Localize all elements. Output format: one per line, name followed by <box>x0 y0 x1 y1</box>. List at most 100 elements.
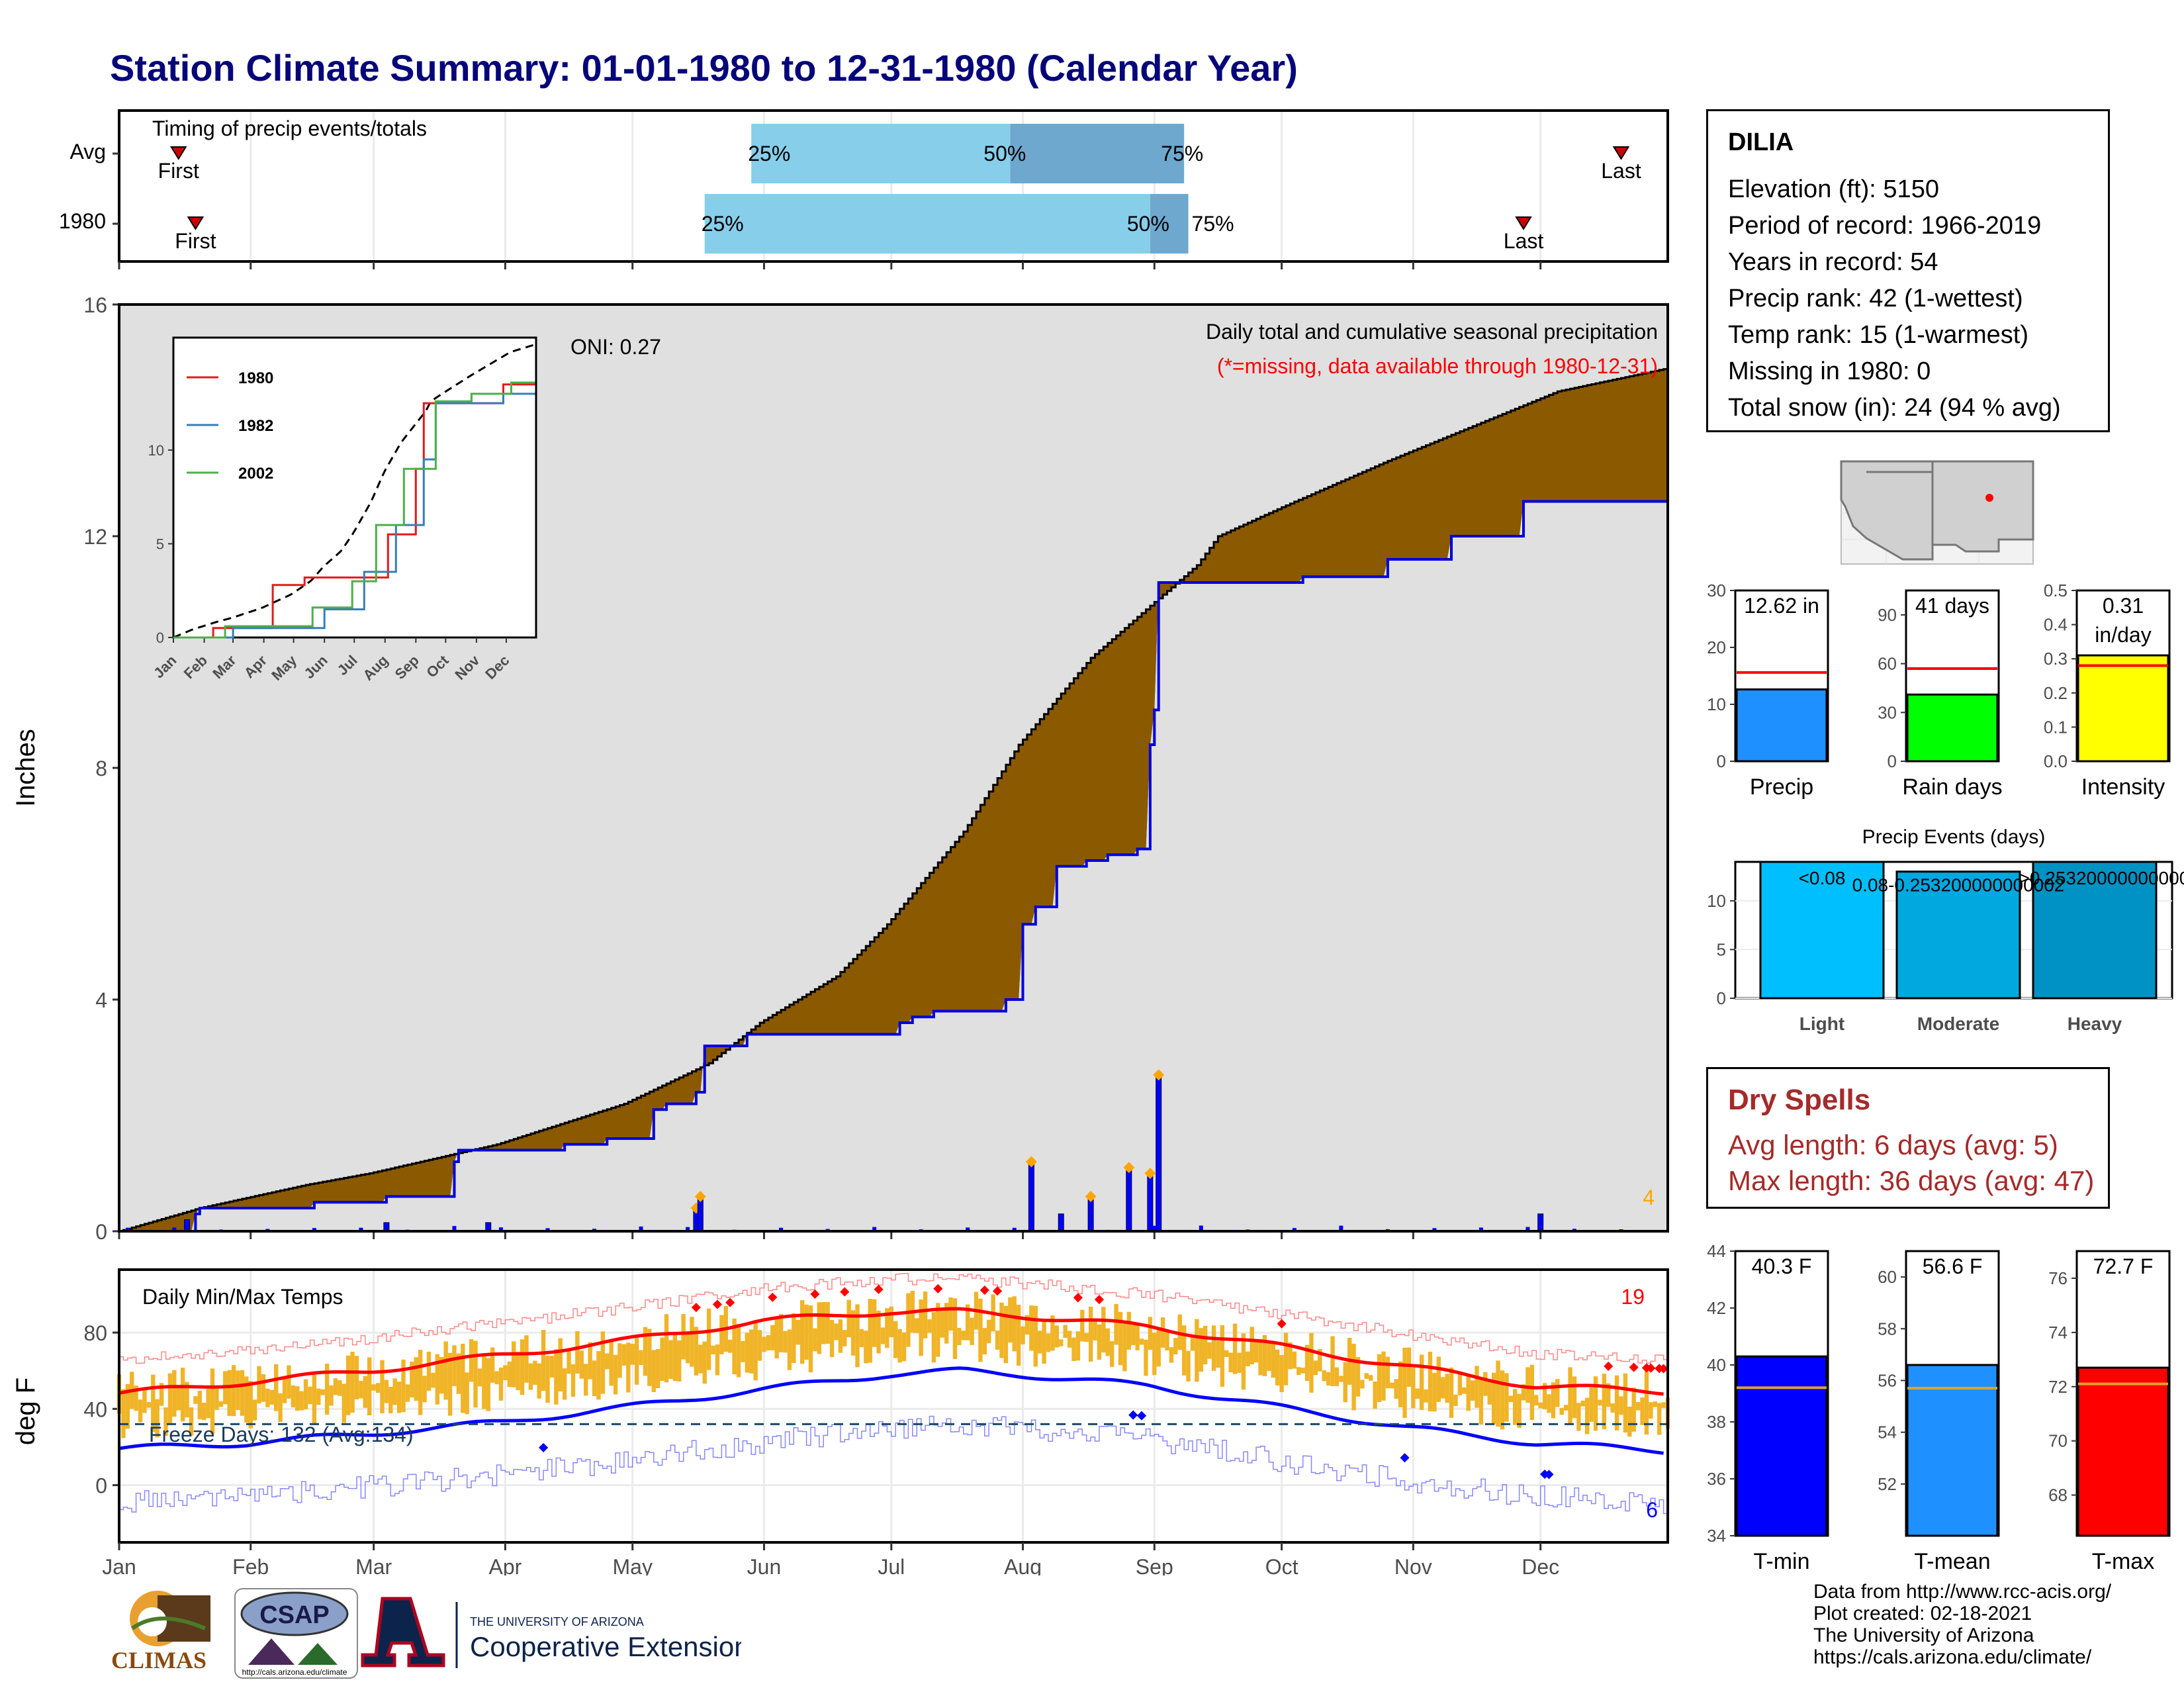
daily-temp-bar <box>1428 1352 1433 1412</box>
record-high-marker <box>1277 1319 1287 1329</box>
daily-temp-bar <box>1258 1338 1263 1376</box>
daily-temp-bar <box>1190 1335 1195 1351</box>
temp-y-tick-label: 80 <box>83 1321 107 1345</box>
daily-temp-bar <box>1093 1318 1097 1341</box>
daily-temp-bar <box>206 1389 210 1419</box>
daily-temp-bar <box>189 1407 194 1436</box>
daily-temp-bar <box>1203 1325 1208 1365</box>
daily-temp-bar <box>1584 1397 1590 1434</box>
daily-temp-bar <box>1080 1309 1085 1342</box>
daily-temp-bar <box>766 1335 771 1351</box>
timing-p50-label: 50% <box>983 142 1026 165</box>
daily-temp-bar <box>1402 1347 1407 1419</box>
daily-temp-bar <box>1300 1368 1305 1374</box>
temp-frame <box>118 1268 1669 1544</box>
csap-logo-text: CSAP <box>259 1601 330 1629</box>
daily-temp-bar <box>549 1356 555 1378</box>
cumulative-year-line <box>119 500 1668 1233</box>
events-range-label: 0.08-0.253200000000002 <box>1852 875 2065 896</box>
daily-temp-bar <box>197 1391 203 1420</box>
timing-p75-label: 75% <box>1192 212 1234 236</box>
daily-precip-bar <box>452 1226 457 1231</box>
record-low-marker <box>1128 1410 1138 1420</box>
daily-temp-bar <box>278 1393 283 1422</box>
station-info-line: Precip rank: 42 (1-wettest) <box>1728 285 2023 312</box>
climas-logo-text: CLIMAS <box>111 1647 206 1673</box>
inset-series-line <box>173 393 535 639</box>
daily-temp-bar <box>410 1361 414 1398</box>
ua-small-text: THE UNIVERSITY OF ARIZONA <box>470 1615 644 1628</box>
record-high-marker <box>768 1292 778 1302</box>
daily-temp-bar <box>859 1329 864 1348</box>
daily-temp-bar <box>1275 1349 1280 1385</box>
daily-temp-bar <box>533 1360 537 1385</box>
ua-big-text: Cooperative Extension <box>470 1631 741 1662</box>
month-axis-label: Nov <box>1394 1555 1432 1575</box>
daily-temp-bar <box>537 1363 541 1399</box>
daily-temp-bar <box>490 1347 495 1383</box>
daily-temp-bar <box>1614 1375 1619 1430</box>
daily-temp-bar <box>367 1357 372 1416</box>
logos: CLIMAS CSAP http://cals.arizona.edu/clim… <box>111 1588 741 1679</box>
precip-panel-title: Daily total and cumulative seasonal prec… <box>1206 320 1658 344</box>
climas-logo-mark <box>131 1617 206 1630</box>
daily-temp-bar <box>1262 1335 1267 1376</box>
daily-temp-bar <box>736 1324 741 1378</box>
daily-temp-bar <box>494 1371 499 1385</box>
mini-chart-y-tick-label: 10 <box>1707 694 1726 714</box>
daily-temp-bar <box>1118 1311 1123 1366</box>
daily-precip-bar <box>1058 1213 1064 1232</box>
daily-temp-bar <box>1003 1305 1009 1364</box>
mini-chart-bar <box>1906 693 1999 763</box>
daily-temp-bar <box>1029 1305 1034 1351</box>
csap-url: http://cals.arizona.edu/climate <box>242 1667 347 1677</box>
daily-temp-bar <box>1126 1311 1132 1350</box>
daily-temp-bar <box>1088 1306 1093 1362</box>
mini-chart-value: 56.6 F <box>1923 1254 1983 1278</box>
mini-chart-y-tick-label: 74 <box>2048 1323 2068 1342</box>
daily-precip-bar <box>1292 1228 1297 1231</box>
daily-temp-bar <box>1619 1396 1623 1415</box>
daily-temp-bar <box>1211 1325 1216 1371</box>
precip-frame <box>118 303 1669 1233</box>
daily-temp-bar <box>1602 1374 1607 1430</box>
daily-temp-bar <box>1042 1321 1046 1364</box>
month-axis-label: Jan <box>102 1555 136 1575</box>
daily-precip-bar <box>1479 1227 1483 1231</box>
daily-temp-bar <box>1390 1382 1394 1389</box>
daily-temp-bar <box>1483 1372 1488 1396</box>
daily-temp-bar <box>388 1387 393 1414</box>
daily-temp-bar <box>338 1380 342 1396</box>
daily-precip-bar <box>1339 1225 1343 1231</box>
timing-bar-upper <box>1150 194 1189 254</box>
precip-y-tick-label: 0 <box>95 1220 107 1244</box>
daily-temp-bar <box>1436 1356 1441 1402</box>
precip-y-tick-label: 8 <box>95 757 107 780</box>
record-high-marker <box>933 1284 943 1293</box>
events-range-label: >0.2532000000000002 <box>2019 868 2184 888</box>
mini-chart-y-tick-label: 34 <box>1707 1526 1726 1546</box>
daily-temp-bar <box>639 1350 643 1365</box>
daily-temp-bar <box>982 1328 987 1354</box>
daily-temp-bar <box>774 1318 779 1359</box>
daily-temp-bar <box>889 1306 893 1338</box>
mini-chart-bar <box>1735 1355 1828 1537</box>
timing-p75-label: 75% <box>1161 142 1203 165</box>
daily-temp-bar <box>1224 1350 1229 1357</box>
daily-temp-bar <box>512 1341 516 1387</box>
daily-temp-bar <box>1610 1403 1615 1413</box>
daily-temp-bar <box>1491 1372 1496 1425</box>
daily-temp-bar <box>1008 1297 1013 1343</box>
daily-temp-bar <box>210 1368 215 1434</box>
precip-events-chart: Precip Events (days) 0 5 10 Light Moderate He… <box>1707 826 2184 1034</box>
csap-mountain-icon <box>298 1643 338 1665</box>
daily-temp-bar <box>893 1321 898 1358</box>
daily-temp-bar <box>1598 1399 1602 1406</box>
temp-y-tick-label: 40 <box>83 1397 107 1421</box>
mini-precip-charts: 0 10 20 30 12.62 in Precip 0 30 60 90 41 days Rain … <box>1707 583 2171 800</box>
daily-temp-bar <box>1152 1333 1157 1376</box>
mini-chart-y-tick-label: 38 <box>1707 1412 1726 1432</box>
daily-temp-bar <box>193 1396 198 1404</box>
precip-panel: Inches 0 4 8 12 16 Daily total and cumulativ… <box>11 293 1669 1244</box>
daily-temp-bar <box>1411 1368 1416 1409</box>
